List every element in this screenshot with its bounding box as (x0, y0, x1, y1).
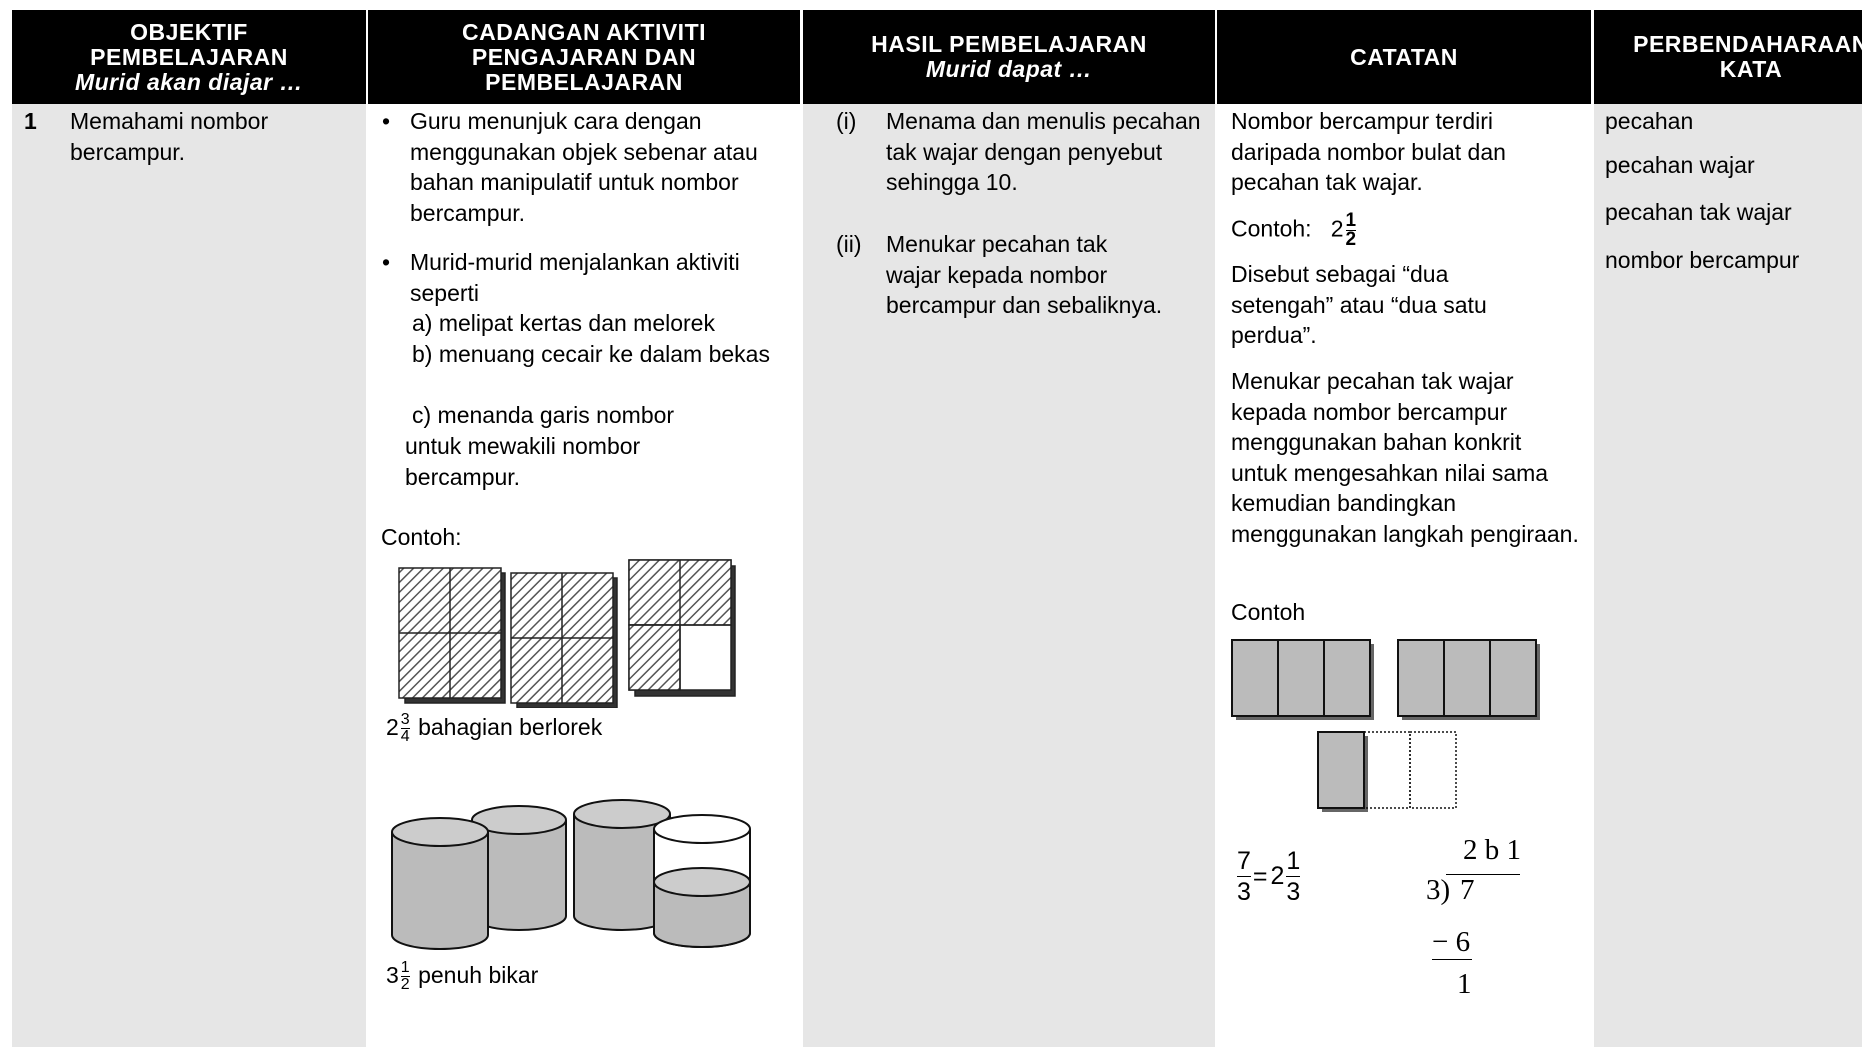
activity-item: b) menuang cecair ke dalam bekas (412, 341, 770, 367)
activity-text: Murid-murid menjalankan aktiviti seperti (410, 249, 740, 306)
denominator: 3 (1237, 878, 1251, 906)
objective-number: 1 (24, 108, 37, 134)
header-title: PERBENDAHARAAN KATA (1633, 31, 1862, 82)
column-bg (803, 10, 1215, 1047)
caption-text: penuh bikar (418, 962, 539, 988)
outcome-marker: (i) (836, 108, 857, 134)
outcome-text: Menama dan menulis pecahan tak wajar den… (886, 108, 1201, 195)
whole: 2 (386, 714, 399, 740)
vocabulary-item: pecahan (1605, 108, 1694, 134)
equals: = (1252, 862, 1268, 891)
numerator: 1 (400, 959, 410, 978)
denominator: 3 (1286, 878, 1301, 906)
activity-item: a) melipat kertas dan melorek (412, 310, 715, 336)
numerator: 3 (400, 711, 410, 730)
header-subtitle: Murid akan diajar … (74, 68, 304, 95)
note-text: Disebut sebagai “dua setengah” atau “dua… (1231, 261, 1487, 348)
whole: 3 (386, 962, 399, 988)
denominator: 4 (400, 728, 410, 746)
paper-illustration (398, 559, 736, 708)
bullet: • (382, 249, 391, 275)
note-text: Menukar pecahan tak wajar kepada nombor … (1231, 368, 1579, 547)
subtraction: − 6 (1432, 926, 1473, 960)
divisor-text: 3 (1426, 874, 1441, 906)
outcome-text: Menukar pecahan tak wajar kepada nombor … (886, 231, 1163, 318)
header-cell: CADANGAN AKTIVITI PENGAJARAN DAN PEMBELA… (368, 10, 800, 104)
whole: 2 (1330, 215, 1344, 242)
column-bg (1594, 10, 1862, 1047)
quotient: 2 b 1 (1463, 834, 1521, 866)
header-cell: HASIL PEMBELAJARAN Murid dapat … (803, 10, 1215, 104)
caption-text: bahagian berlorek (418, 714, 603, 740)
block-illustration (1231, 639, 1540, 812)
vocabulary-item: pecahan tak wajar (1605, 199, 1792, 225)
activity-item: c) menanda garis nombor (412, 402, 675, 428)
activity-text: Guru menunjuk cara dengan menggunakan ob… (410, 108, 758, 226)
header-cell: CATATAN (1217, 10, 1591, 104)
divisor: 3) (1426, 874, 1451, 906)
whole: 2 (1270, 862, 1285, 891)
dividend: 7 (1460, 874, 1475, 906)
division-bar (1446, 874, 1520, 875)
header-title: CATATAN (1350, 43, 1458, 70)
vocabulary-item: pecahan wajar (1605, 152, 1755, 178)
header-title: HASIL PEMBELAJARAN (871, 31, 1147, 57)
header-title: OBJEKTIF PEMBELAJARAN (90, 18, 288, 70)
equation: 7 3 = 2 1 3 (1235, 846, 1302, 907)
example-label: Contoh: (1231, 215, 1312, 242)
denominator: 2 (400, 976, 410, 994)
note-text: Nombor bercampur terdiri daripada nombor… (1231, 108, 1506, 195)
outcome-marker: (ii) (836, 231, 862, 257)
remainder: 1 (1457, 968, 1472, 1000)
bullet: • (382, 108, 391, 134)
header-title: CADANGAN AKTIVITI PENGAJARAN DAN PEMBELA… (461, 18, 707, 95)
header-cell: OBJEKTIF PEMBELAJARAN Murid akan diajar … (12, 10, 366, 104)
denominator: 2 (1345, 229, 1357, 250)
activity-text: untuk mewakili nombor bercampur. (405, 433, 641, 490)
vocabulary-item: nombor bercampur (1605, 247, 1800, 273)
example-label: Contoh (1231, 599, 1306, 625)
numerator: 7 (1237, 847, 1251, 877)
column-bg (12, 10, 366, 1047)
beaker-illustration (391, 799, 751, 950)
example-label: Contoh: (381, 524, 462, 550)
objective-text: Memahami nombor bercampur. (70, 108, 269, 165)
header-subtitle: Murid dapat … (925, 56, 1093, 82)
numerator: 1 (1345, 210, 1357, 231)
numerator: 1 (1286, 847, 1301, 877)
header-cell: PERBENDAHARAAN KATA (1594, 10, 1862, 104)
